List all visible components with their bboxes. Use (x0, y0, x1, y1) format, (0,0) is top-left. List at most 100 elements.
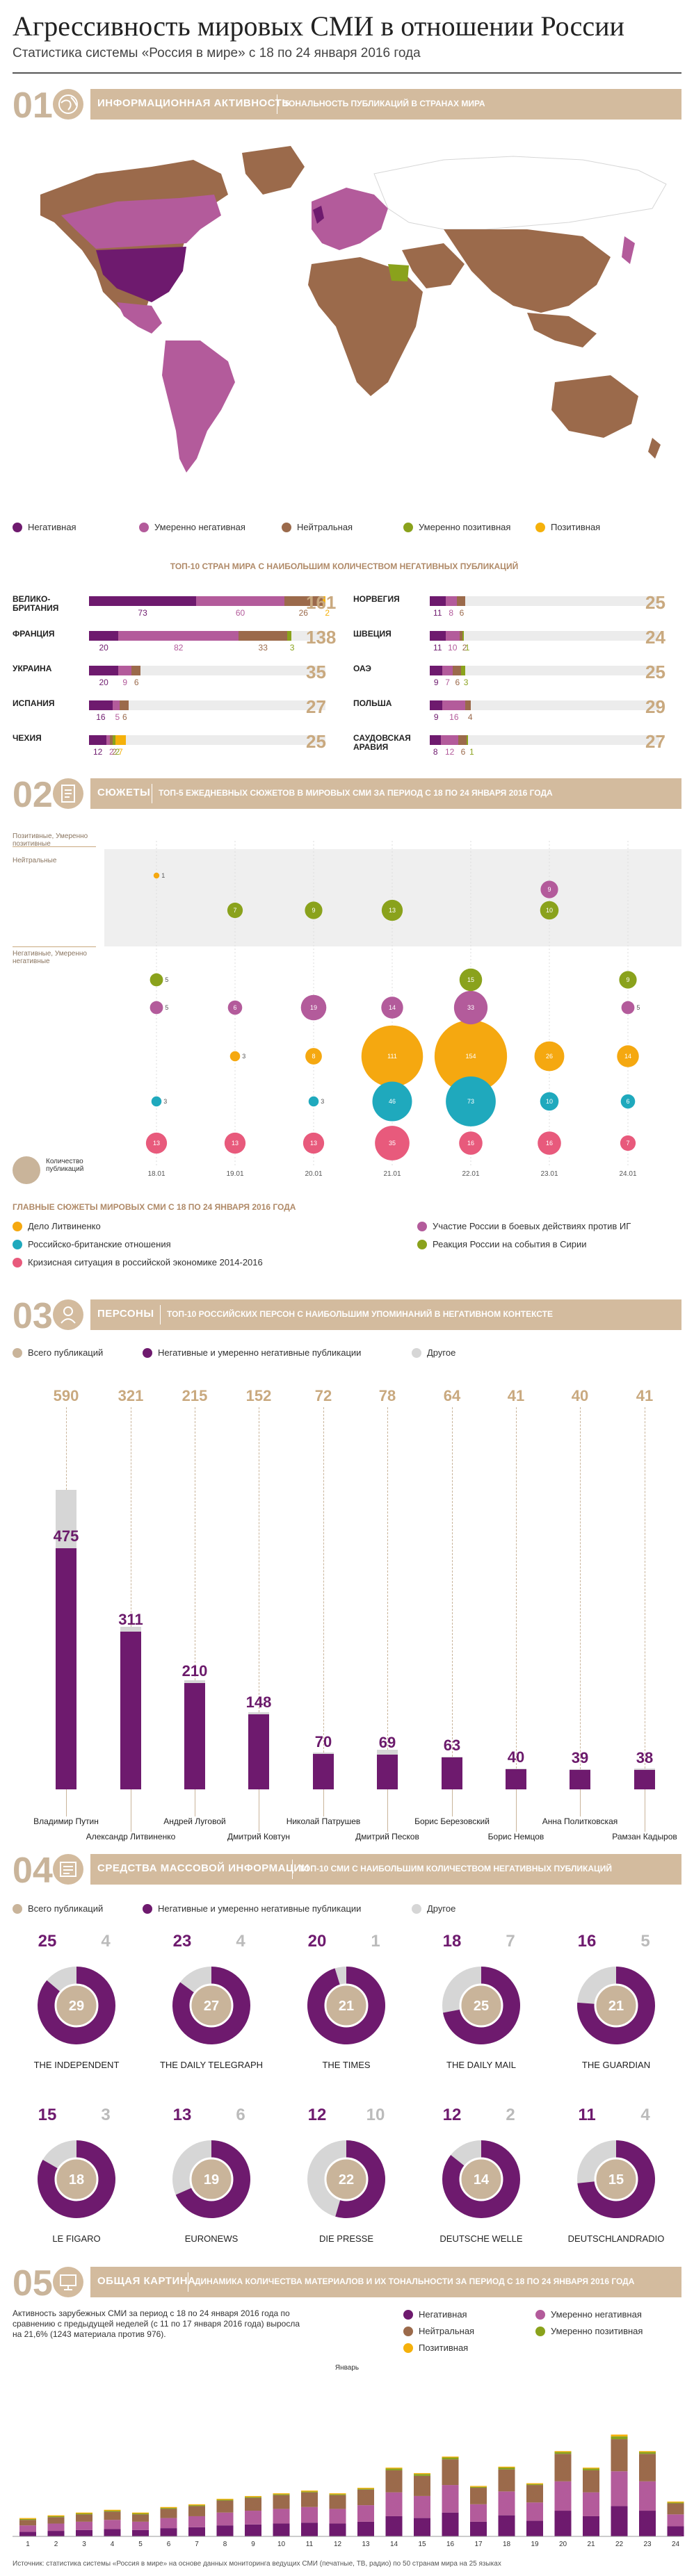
country-bar-segment (456, 596, 466, 606)
overall-bar-segment (414, 2474, 430, 2476)
media-other-count: 4 (640, 2106, 650, 2124)
legend-label: Позитивная (551, 522, 601, 532)
media-name: THE INDEPENDENT (33, 2060, 120, 2070)
person-name: Андрей Луговой (163, 1816, 226, 1826)
country-segment-label: 9 (433, 712, 439, 722)
country-bar-segment (465, 700, 471, 710)
overall-bar-segment (19, 2518, 36, 2520)
country-bar-segment (442, 666, 453, 675)
overall-bar-segment (357, 2521, 374, 2536)
person-bar-negative (634, 1770, 655, 1789)
country-segment-label: 2 (115, 747, 120, 757)
legend-dot-moderately-negative (535, 2310, 545, 2320)
story-value: 3 (321, 1098, 324, 1105)
country-bar-segment (445, 631, 460, 641)
media-total: 21 (339, 1999, 354, 2014)
story-value: 14 (624, 1053, 631, 1060)
country-total: 25 (645, 592, 665, 613)
country-name: ШВЕЦИЯ (353, 629, 392, 639)
date-label: 23.01 (540, 1170, 558, 1178)
media-total: 21 (608, 1999, 624, 2014)
monitor-icon (53, 2267, 83, 2297)
legend-label: Умеренно негативная (154, 522, 245, 532)
legend-label: Умеренно позитивная (551, 2326, 643, 2336)
overall-bar-segment (442, 2457, 459, 2460)
overall-bar-segment (470, 2486, 487, 2488)
overall-bar-segment (442, 2512, 459, 2536)
overall-bar-segment (132, 2514, 149, 2522)
person-guide (580, 1407, 581, 1769)
legend-dot-moderately-positive (535, 2327, 545, 2336)
overall-bar-segment (104, 2511, 121, 2520)
overall-bar-segment (245, 2495, 261, 2497)
size-legend-label: Количество публикаций (46, 1158, 84, 1173)
legend-label: Нейтральная (419, 2326, 475, 2336)
country-segment-label: 2 (108, 747, 114, 757)
overall-bar-segment (245, 2497, 261, 2511)
overall-bar-segment (667, 2526, 684, 2536)
media-donut: 27 (172, 1967, 250, 2044)
story-value: 8 (312, 1053, 315, 1060)
story-value: 6 (233, 1004, 236, 1011)
story-value: 13 (232, 1140, 239, 1147)
section-subtitle-04: Топ-10 СМИ с наибольшим количеством нега… (299, 1864, 612, 1873)
country-bar-segment (89, 596, 197, 606)
country-bar-segment (430, 700, 443, 710)
person-negative-value: 40 (507, 1748, 525, 1766)
overall-bar-segment (245, 2524, 261, 2536)
media-name: THE DAILY MAIL (446, 2060, 516, 2070)
country-segment-label: 5 (115, 712, 120, 722)
media-other-count: 7 (506, 1932, 515, 1951)
overall-bar-segment (132, 2529, 149, 2536)
overall-bar-segment (498, 2491, 515, 2516)
overall-bar-segment (188, 2527, 205, 2536)
country-bar-segment (109, 735, 113, 745)
person-total: 41 (507, 1387, 525, 1404)
country-bar-segment (430, 735, 442, 745)
overall-day-label: 17 (474, 2541, 483, 2548)
person-total: 41 (636, 1387, 654, 1404)
country-segment-label: 12 (92, 747, 103, 757)
country-segment-label: 7 (118, 747, 123, 757)
country-segment-label: 26 (298, 608, 308, 618)
story-bubble (145, 1132, 168, 1154)
overall-bar-segment (414, 2475, 430, 2496)
date-label: 21.01 (383, 1170, 401, 1178)
country-bar-segment (322, 596, 325, 606)
overall-bar-segment (498, 2468, 515, 2470)
country-bar-segment (118, 631, 239, 641)
overall-bar-segment (47, 2523, 65, 2532)
media-donut: 29 (37, 1967, 115, 2044)
map-region-japan (622, 236, 635, 264)
story-bubble (617, 1045, 639, 1067)
person-guide (323, 1407, 325, 1753)
country-bar-segment (430, 596, 446, 606)
overall-bar-segment (442, 2459, 459, 2486)
overall-day-label: 13 (362, 2541, 370, 2548)
person-name: Рамзан Кадыров (612, 1832, 677, 1841)
country-segment-label: 82 (174, 643, 184, 653)
media-total: 18 (69, 2172, 84, 2188)
media-donut: 21 (577, 1967, 655, 2044)
map-region-usa (96, 247, 186, 302)
country-segment-label: 4 (467, 712, 473, 722)
person-total: 321 (118, 1387, 144, 1404)
media-donut-center (594, 1983, 638, 2028)
country-segment-label: 2 (112, 747, 117, 757)
media-name: DIE PRESSE (318, 2233, 374, 2244)
overall-bar-segment (470, 2488, 487, 2504)
overall-bar-segment (273, 2493, 290, 2495)
country-name: УКРАИНА (13, 664, 52, 673)
country-bar-segment (112, 735, 115, 745)
person-name: Борис Немцов (487, 1832, 544, 1841)
map-region-new-zealand (648, 438, 661, 459)
story-bubble (538, 1131, 561, 1155)
zone-label-negative: Негативные, Умеренно негативные (13, 950, 87, 965)
overall-bar-segment (329, 2493, 346, 2495)
overall-bar-segment (385, 2468, 403, 2470)
story-bubble (361, 1025, 423, 1088)
story-value: 111 (387, 1053, 397, 1060)
zone-label-positive: Позитивные, Умеренно позитивные (13, 832, 88, 848)
story-bubble (308, 1096, 319, 1107)
section-subtitle-03: Топ-10 российских персон с наибольшим уп… (167, 1309, 553, 1319)
